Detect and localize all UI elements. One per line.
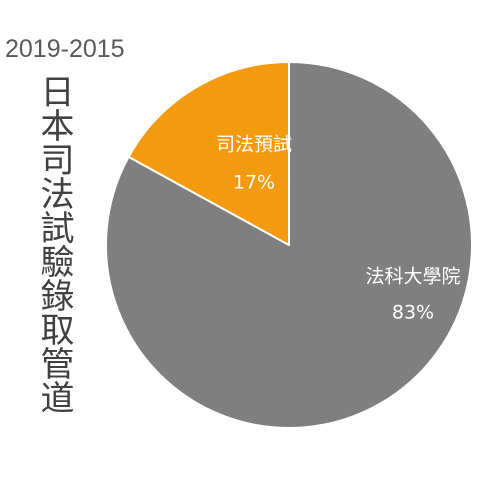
pie-slice-2 [127, 61, 290, 246]
pie-slices [105, 61, 473, 429]
slice-category-label: 司法預試 [216, 134, 292, 156]
chart-subtitle: 日本司法試驗錄取管道 [34, 74, 74, 414]
slice-value-label: 17% [233, 172, 275, 194]
slice-value-label: 83% [392, 302, 434, 324]
pie-labels: 法科大學院 83% 司法預試 17% [216, 134, 461, 324]
slice-category-label: 法科大學院 [365, 266, 460, 288]
chart-title: 2019-2015 [5, 35, 125, 63]
